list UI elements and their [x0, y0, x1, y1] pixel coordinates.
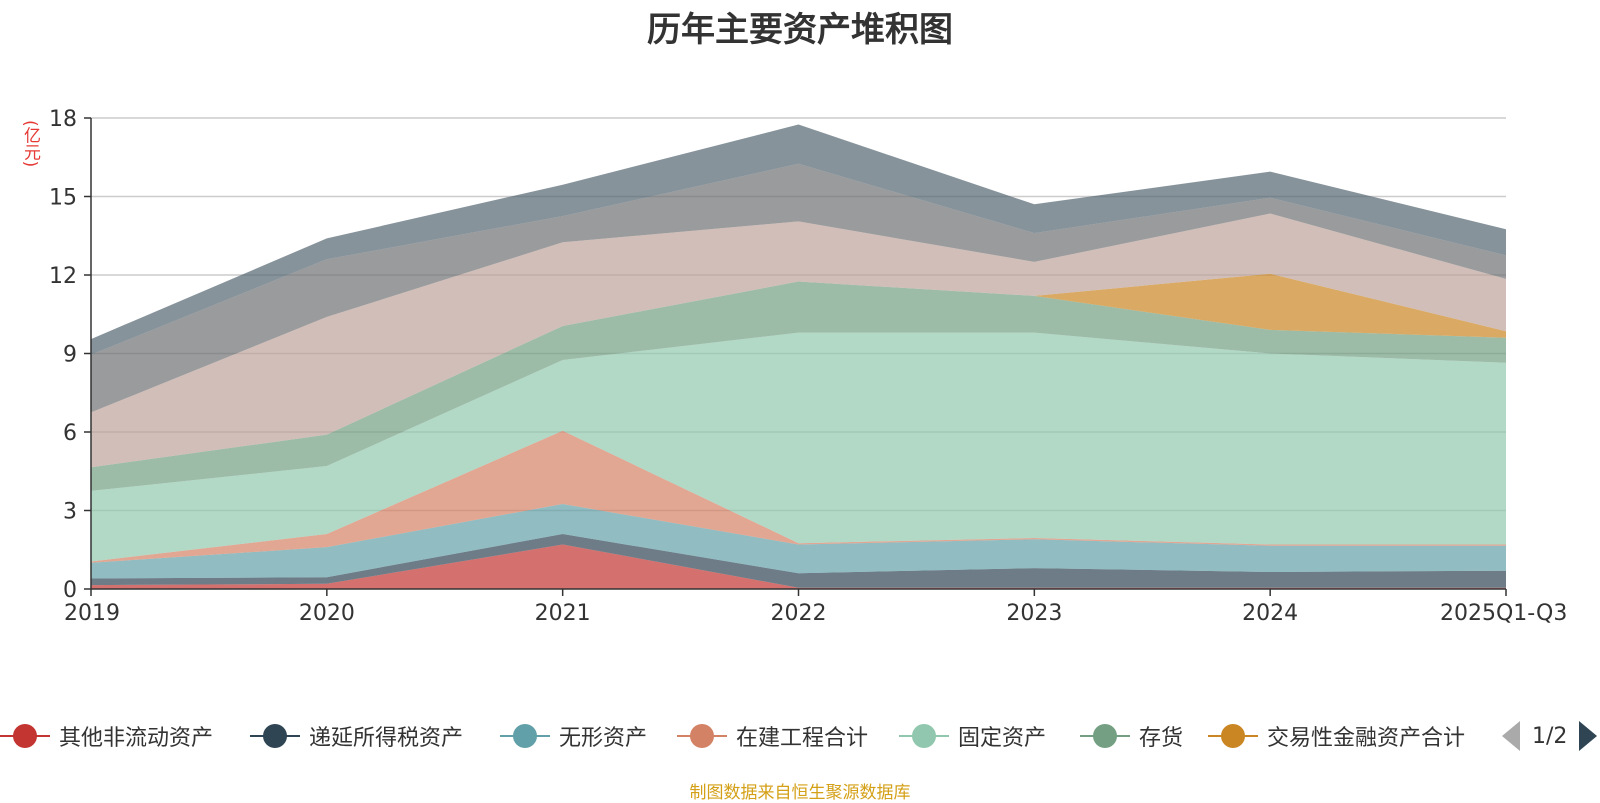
- legend-pager: 1/2: [1502, 718, 1598, 754]
- chart-title: 历年主要资产堆积图: [647, 10, 953, 50]
- area-series-7: [91, 213, 1506, 468]
- x-tick-label-1: 2020: [299, 601, 355, 626]
- legend-label: 其他非流动资产: [59, 726, 214, 751]
- area-series-4: [91, 332, 1506, 562]
- legend-marker-icon: [500, 718, 550, 754]
- y-tick-label-3: 9: [63, 343, 77, 368]
- x-tick-label-4: 2023: [1006, 601, 1062, 626]
- legend-item-0[interactable]: 其他非流动资产: [0, 718, 213, 754]
- y-tick-label-0: 0: [63, 578, 77, 603]
- data-source-note: 制图数据来自恒生聚源数据库: [689, 783, 911, 803]
- y-tick-label-2: 6: [63, 421, 77, 446]
- x-tick-label-2: 2021: [535, 601, 591, 626]
- legend-item-4[interactable]: 固定资产: [899, 718, 1046, 754]
- legend-marker-icon: [0, 718, 50, 754]
- legend-label: 递延所得税资产: [309, 726, 464, 751]
- x-tick-label-5: 2024: [1242, 601, 1298, 626]
- legend-marker-dot: [1093, 724, 1117, 748]
- x-tick-label-0: 2019: [64, 601, 120, 626]
- legend-marker-dot: [1221, 724, 1245, 748]
- legend-item-5[interactable]: 存货: [1080, 718, 1183, 754]
- legend-label: 交易性金融资产合计: [1267, 726, 1466, 751]
- area-series-1: [91, 534, 1506, 588]
- area-series-8: [91, 163, 1506, 413]
- y-tick-label-5: 15: [49, 186, 77, 211]
- legend-label: 在建工程合计: [736, 726, 869, 751]
- x-tick-label-6: 2025Q1-Q3: [1440, 601, 1567, 626]
- y-tick-label-4: 12: [49, 264, 77, 289]
- area-series-0: [91, 544, 1506, 589]
- axes: [84, 117, 1507, 596]
- chart-legend: 其他非流动资产 递延所得税资产 无形资产 在建工程合计 固定资产 存货 交易性金融资产合计: [0, 718, 1600, 754]
- legend-marker-icon: [1080, 718, 1130, 754]
- tick-labels: 0 3 6 9 12 15 18 2019 2020 2021 2022 2023 2024 2025Q1…: [49, 107, 1567, 626]
- y-tick-label-6: 18: [49, 107, 77, 132]
- legend-marker-dot: [13, 724, 37, 748]
- legend-label: 无形资产: [559, 726, 648, 751]
- legend-marker-icon: [899, 718, 949, 754]
- legend-page-indicator: 1/2: [1532, 723, 1568, 749]
- legend-next-page-icon[interactable]: [1579, 721, 1598, 751]
- legend-label: 存货: [1139, 726, 1184, 751]
- legend-label: 固定资产: [958, 726, 1047, 751]
- legend-marker-dot: [690, 724, 714, 748]
- area-series-5: [91, 281, 1506, 491]
- y-tick-label-1: 3: [63, 500, 77, 525]
- legend-marker-icon: [677, 718, 727, 754]
- area-series-9: [91, 124, 1506, 355]
- legend-marker-icon: [250, 718, 300, 754]
- legend-marker-icon: [1208, 718, 1258, 754]
- area-series-2: [91, 504, 1506, 579]
- legend-item-3[interactable]: 在建工程合计: [677, 718, 868, 754]
- y-axis-unit-label: (亿元): [20, 120, 40, 168]
- legend-marker-dot: [912, 724, 936, 748]
- area-series: [91, 124, 1506, 589]
- legend-item-2[interactable]: 无形资产: [500, 718, 647, 754]
- legend-item-1[interactable]: 递延所得税资产: [250, 718, 463, 754]
- legend-item-6[interactable]: 交易性金融资产合计: [1208, 718, 1465, 754]
- x-tick-label-3: 2022: [771, 601, 827, 626]
- area-series-3: [91, 430, 1506, 563]
- legend-prev-page-icon[interactable]: [1502, 721, 1520, 751]
- legend-marker-dot: [513, 724, 537, 748]
- legend-marker-dot: [263, 724, 287, 748]
